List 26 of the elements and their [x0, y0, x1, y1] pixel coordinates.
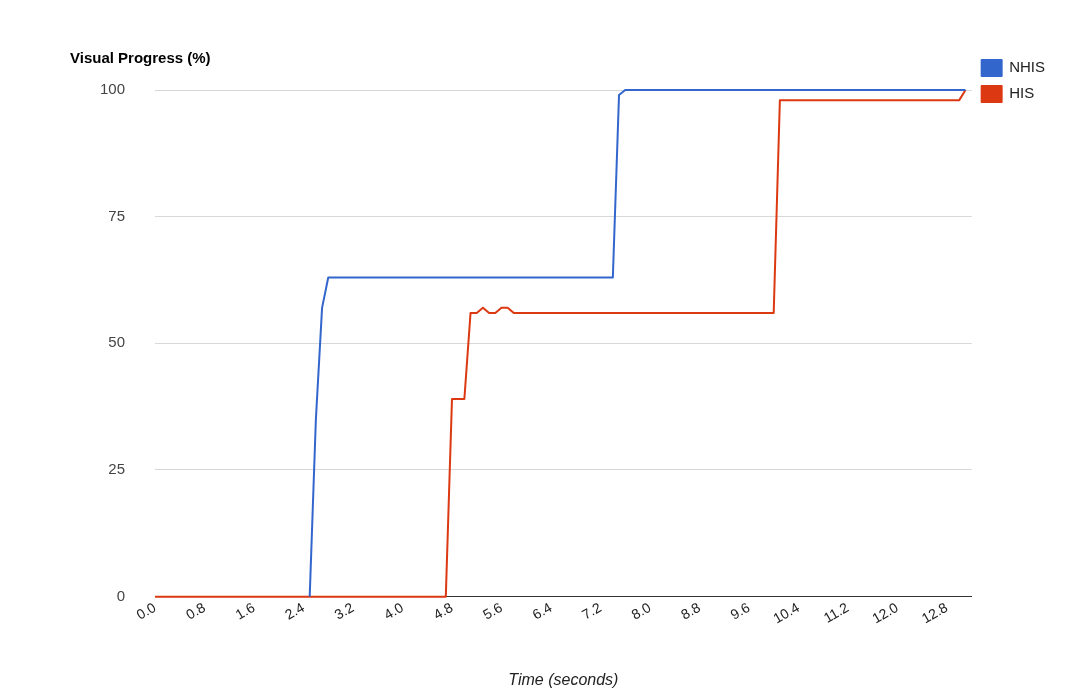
y-tick-label: 50	[108, 333, 126, 351]
x-tick-label: 7.2	[579, 598, 605, 623]
x-tick-label: 10.4	[770, 598, 803, 627]
x-axis-title: Time (seconds)	[508, 670, 619, 688]
x-tick-label: 0.0	[133, 598, 159, 623]
x-tick-label: 4.0	[381, 598, 407, 623]
x-tick-label: 1.6	[232, 598, 258, 623]
y-tick-label: 75	[108, 206, 126, 224]
x-tick-label: 5.6	[480, 598, 506, 623]
legend-label: HIS	[1009, 84, 1035, 102]
x-tick-label: 11.2	[820, 598, 852, 626]
x-tick-label: 2.4	[282, 598, 308, 623]
x-tick-label: 8.8	[678, 598, 704, 623]
y-tick-label: 25	[108, 460, 126, 478]
x-tick-label: 3.2	[331, 598, 357, 623]
x-tick-label: 4.8	[430, 598, 456, 623]
x-tick-label: 8.0	[628, 598, 654, 623]
y-tick-label: 100	[100, 80, 126, 98]
chart-title: Visual Progress (%)	[70, 49, 211, 67]
x-tick-label: 9.6	[727, 598, 753, 623]
x-tick-label: 0.8	[183, 598, 209, 623]
legend-label: NHIS	[1009, 58, 1046, 76]
x-tick-label: 12.8	[918, 598, 951, 627]
x-tick-label: 12.0	[869, 598, 902, 627]
y-tick-label: 0	[116, 586, 126, 604]
x-tick-label: 6.4	[529, 598, 555, 623]
